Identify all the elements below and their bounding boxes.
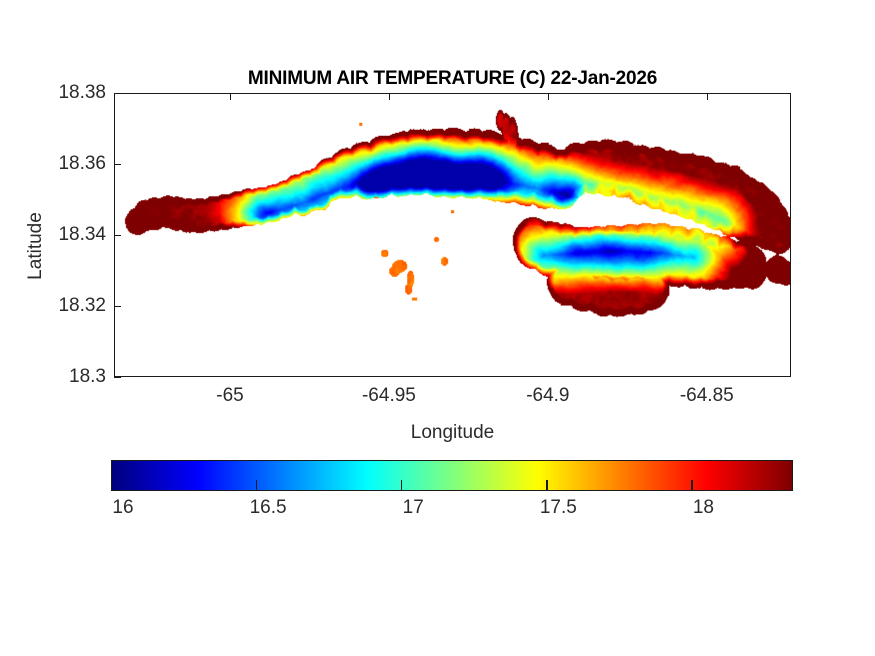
x-tick-label: -64.95	[361, 385, 416, 406]
x-tick-label: -65	[216, 385, 244, 406]
page-title: MINIMUM AIR TEMPERATURE (C) 22-Jan-2026	[247, 68, 658, 89]
y-tick-mark	[114, 235, 121, 237]
colorbar-tick-mark	[256, 480, 258, 491]
colorbar-tick-mark	[691, 480, 693, 491]
y-tick-label: 18.38	[58, 82, 106, 103]
y-tick-label: 18.36	[58, 153, 106, 174]
y-tick-mark	[114, 377, 121, 379]
x-tick-label: -64.85	[679, 385, 734, 406]
colorbar-tick-mark	[111, 480, 113, 491]
y-axis-label: Latitude	[25, 212, 46, 280]
y-tick-label: 18.3	[69, 366, 106, 387]
x-tick-mark	[388, 93, 391, 100]
colorbar-tick-label: 17	[402, 497, 424, 518]
map-axes[interactable]	[114, 93, 791, 377]
colorbar-tick-label: 16.5	[249, 497, 287, 518]
colorbar-tick-mark	[546, 480, 548, 491]
x-tick-mark	[230, 93, 232, 100]
y-tick-mark	[114, 93, 121, 95]
y-tick-mark	[114, 306, 121, 308]
colorbar-tick-label: 16	[112, 497, 134, 518]
y-tick-label: 18.34	[58, 224, 106, 245]
temperature-heatmap	[115, 94, 790, 376]
colorbar-tick-label: 18	[692, 497, 714, 518]
x-tick-mark	[706, 93, 709, 100]
colorbar-tick-label: 17.5	[539, 497, 577, 518]
y-tick-label: 18.32	[58, 295, 106, 316]
x-tick-mark	[547, 93, 550, 100]
x-axis-label: Longitude	[410, 422, 495, 443]
colorbar-tick-mark	[401, 480, 403, 491]
colorbar-gradient	[112, 461, 792, 490]
y-tick-mark	[114, 164, 121, 166]
x-tick-label: -64.9	[526, 385, 570, 406]
colorbar[interactable]	[111, 460, 793, 491]
